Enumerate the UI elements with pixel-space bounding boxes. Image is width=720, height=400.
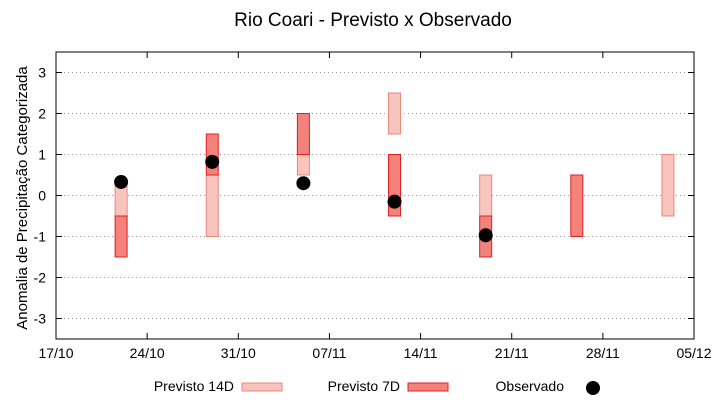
legend-swatch-previsto-14d [241,382,283,392]
x-tick-label: 17/10 [38,345,73,361]
grid-lines [56,72,694,319]
y-tick-label: 0 [38,188,46,204]
y-tick-label: 3 [38,65,46,81]
x-tick-label: 24/10 [130,345,165,361]
x-tick-label: 05/12 [676,345,711,361]
legend-swatch-previsto-7d [407,382,449,392]
point-observado [478,228,493,243]
bar-previsto-14d [205,174,219,237]
chart-title: Rio Coari - Previsto x Observado [234,10,512,31]
bar-previsto-14d [114,184,128,217]
legend-label-previsto-7d: Previsto 7D [328,378,400,394]
x-tick-label: 21/11 [495,345,529,361]
bar-previsto-7d [570,174,584,237]
x-tick-label: 14/11 [404,345,438,361]
y-tick-label: 1 [38,147,46,163]
y-tick-label: -2 [34,270,47,286]
legend-label-previsto-14d: Previsto 14D [154,378,234,394]
y-tick-label: -3 [34,311,47,327]
legend-label-observado: Observado [496,378,565,394]
bar-previsto-14d [479,174,493,217]
x-tick-label: 31/10 [221,345,256,361]
bar-previsto-7d [296,113,310,155]
point-observado [296,176,311,191]
point-observado [387,194,402,209]
bar-previsto-14d [661,154,675,217]
y-axis-label: Anomalia de Precipitação Categorizada [14,66,31,330]
bar-previsto-14d [388,92,402,135]
point-observado [114,174,129,189]
series-observado [114,154,493,243]
y-axis-ticks: -3 -2 -1 0 1 2 3 [34,65,694,327]
legend: Previsto 14D Previsto 7D Observado [154,378,600,395]
x-axis-ticks: 17/10 24/10 31/10 07/11 14/11 21/11 28/11 05/12 [38,52,712,361]
x-tick-label: 28/11 [586,345,620,361]
series-previsto-7d [114,113,584,258]
y-tick-label: 2 [38,106,46,122]
legend-marker-observado [586,381,600,395]
x-tick-label: 07/11 [312,345,346,361]
bar-previsto-7d [114,215,128,258]
point-observado [205,154,220,169]
plot-frame [55,51,695,340]
y-tick-label: -1 [34,229,47,245]
series-previsto-14d [114,92,675,237]
